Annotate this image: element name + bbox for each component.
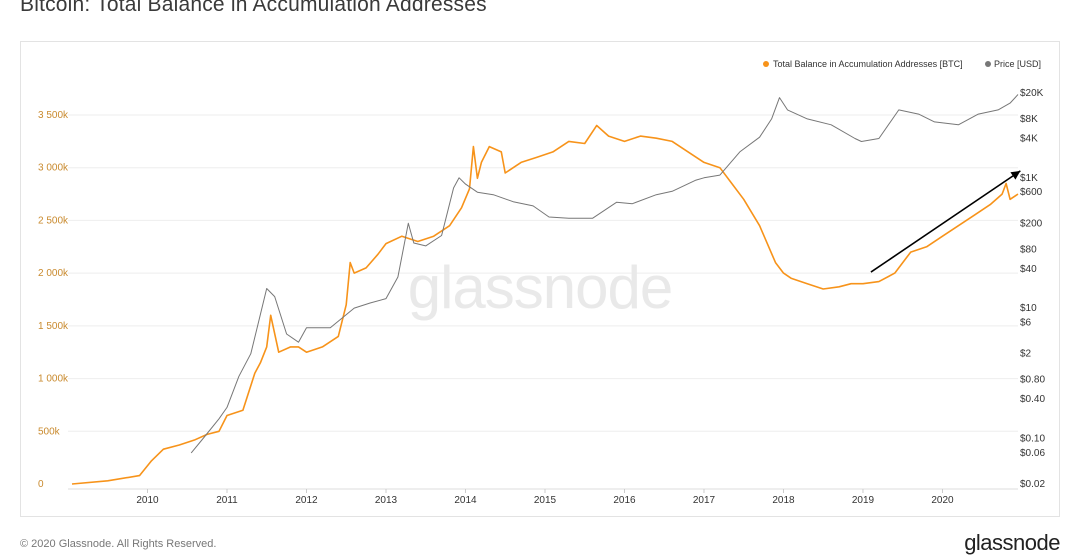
x-tick-label: 2010 (136, 495, 159, 506)
x-tick-label: 2016 (613, 495, 636, 506)
x-tick-label: 2017 (693, 495, 716, 506)
series-line-price (190, 94, 1019, 454)
x-tick-label: 2013 (375, 495, 398, 506)
x-tick-label: 2014 (454, 495, 477, 506)
y-right-tick-label: $600 (1020, 187, 1043, 198)
y-right-tick-label: $1K (1020, 173, 1038, 184)
y-axis-right: $0.02 $0.06 $0.10 $0.40 $0.80 $2 $6 $10 $40 $80 $2… (1020, 88, 1045, 490)
y-right-tick-label: $20K (1020, 88, 1044, 99)
y-right-tick-label: $0.06 (1020, 448, 1045, 459)
y-left-tick-label: 2 000k (38, 268, 69, 279)
y-right-tick-label: $2 (1020, 349, 1032, 360)
x-tick-label: 2020 (931, 495, 954, 506)
grid-lines (68, 114, 1018, 432)
page-title: Bitcoin: Total Balance in Accumulation A… (20, 0, 487, 16)
x-axis: 2010 2011 2012 2013 2014 2015 2016 2017 2018 2019… (68, 488, 1018, 506)
y-left-tick-label: 0 (38, 479, 44, 490)
y-left-tick-label: 3 000k (38, 163, 69, 174)
legend-marker (985, 61, 991, 67)
y-right-tick-label: $0.40 (1020, 394, 1045, 405)
watermark-text: glassnode (408, 254, 673, 321)
y-right-tick-label: $0.02 (1020, 479, 1045, 490)
y-right-tick-label: $6 (1020, 318, 1032, 329)
legend-marker (763, 61, 769, 67)
legend[interactable]: Total Balance in Accumulation Addresses … (763, 59, 1041, 69)
y-left-tick-label: 1 500k (38, 321, 69, 332)
y-right-tick-label: $10 (1020, 303, 1037, 314)
x-tick-label: 2018 (772, 495, 795, 506)
y-right-tick-label: $0.10 (1020, 433, 1045, 444)
y-right-tick-label: $200 (1020, 218, 1043, 229)
series-group (71, 94, 1019, 485)
legend-entry-label: Total Balance in Accumulation Addresses … (773, 59, 963, 69)
y-left-tick-label: 2 500k (38, 215, 69, 226)
y-right-tick-label: $4K (1020, 134, 1038, 145)
y-left-tick-label: 3 500k (38, 110, 69, 121)
annotation-arrow-head (1010, 170, 1021, 180)
annotation-arrow-line (870, 170, 1021, 273)
y-axis-left: 0 500k 1 000k 1 500k 2 000k 2 500k 3 000k 3 500… (38, 110, 69, 490)
y-left-tick-label: 500k (38, 426, 61, 437)
y-right-tick-label: $0.80 (1020, 375, 1045, 386)
series-line-accumulation-balance (71, 124, 1019, 485)
y-right-tick-label: $80 (1020, 244, 1037, 255)
brand-logo-text: glassnode (964, 530, 1060, 555)
y-right-tick-label: $40 (1020, 264, 1037, 275)
y-right-tick-label: $8K (1020, 114, 1038, 125)
x-tick-label: 2012 (295, 495, 318, 506)
x-tick-label: 2011 (216, 495, 238, 506)
annotation-group (870, 170, 1021, 273)
y-left-tick-label: 1 000k (38, 374, 69, 385)
x-tick-label: 2019 (852, 495, 875, 506)
legend-entry-label: Price [USD] (994, 59, 1041, 69)
copyright-text: © 2020 Glassnode. All Rights Reserved. (20, 538, 217, 550)
chart-panel (20, 41, 1060, 517)
x-tick-label: 2015 (534, 495, 557, 506)
